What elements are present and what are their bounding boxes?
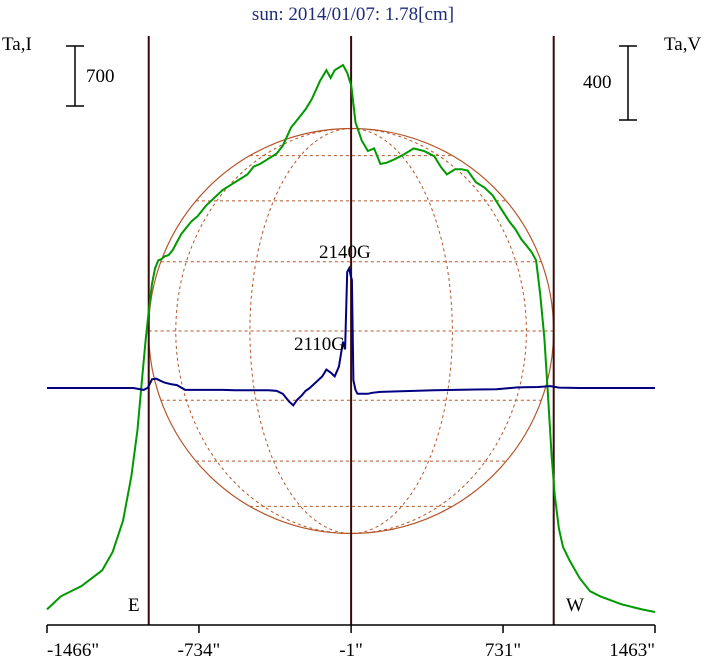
series-ta-v-line — [47, 265, 655, 407]
x-tick-label: 731" — [485, 640, 521, 660]
limb-label-west: W — [566, 595, 584, 616]
limb-label-east: E — [128, 595, 140, 616]
series-ta-i-line — [46, 63, 656, 613]
x-tick-label: -1466" — [47, 640, 99, 660]
annotation-2110g: 2110G — [294, 334, 345, 355]
left-scale-bar-value: 700 — [86, 66, 115, 87]
chart-title: sun: 2014/01/07: 1.78[cm] — [252, 4, 454, 25]
right-scale-bar-value: 400 — [583, 72, 612, 93]
left-scale-bar: 700 — [66, 45, 115, 107]
annotation-2140g: 2140G — [319, 242, 371, 263]
right-scale-bar: 400 — [583, 45, 637, 121]
left-axis-label: Ta,I — [2, 34, 32, 55]
x-tick-label: -734" — [178, 640, 221, 660]
right-axis-label: Ta,V — [664, 34, 701, 55]
x-axis-ticks: -1466" -734" -1" 731" 1463" — [46, 625, 656, 660]
x-tick-label: -1" — [339, 640, 363, 660]
limb-markers — [147, 36, 555, 625]
x-tick-label: 1463" — [609, 640, 655, 660]
